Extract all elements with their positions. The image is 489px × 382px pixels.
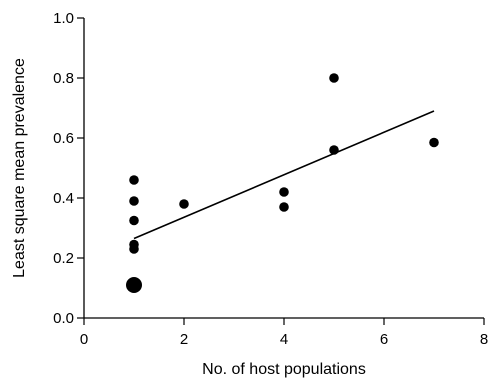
data-point: [279, 202, 289, 212]
x-tick-label: 4: [280, 331, 288, 348]
y-tick-label: 0.8: [53, 70, 74, 87]
data-point: [129, 244, 139, 254]
y-tick-label: 0.6: [53, 130, 74, 147]
x-ticks: 0 2 4 6 8: [80, 318, 488, 348]
x-tick-label: 6: [380, 331, 388, 348]
data-point: [429, 137, 439, 148]
data-point: [329, 73, 339, 83]
trend-line: [133, 110, 435, 240]
x-tick-label: 2: [180, 331, 188, 348]
data-point: [129, 215, 139, 226]
y-tick-label: 1.0: [53, 10, 74, 27]
data-point: [129, 175, 139, 185]
data-point: [329, 145, 339, 155]
x-tick-label: 0: [80, 331, 88, 348]
data-point: [279, 187, 289, 197]
axes: [83, 18, 484, 319]
y-axis-title: Least square mean prevalence: [11, 58, 28, 278]
y-tick-label: 0.0: [53, 310, 74, 327]
y-tick-label: 0.2: [53, 250, 74, 267]
data-point: [179, 199, 189, 209]
data-points: [126, 73, 439, 293]
data-point: [126, 277, 142, 293]
y-ticks: 0.0 0.2 0.4 0.6 0.8 1.0: [53, 10, 84, 327]
x-axis-title: No. of host populations: [202, 361, 366, 378]
data-point: [129, 196, 139, 206]
x-tick-label: 8: [480, 331, 488, 348]
y-tick-label: 0.4: [53, 190, 74, 207]
